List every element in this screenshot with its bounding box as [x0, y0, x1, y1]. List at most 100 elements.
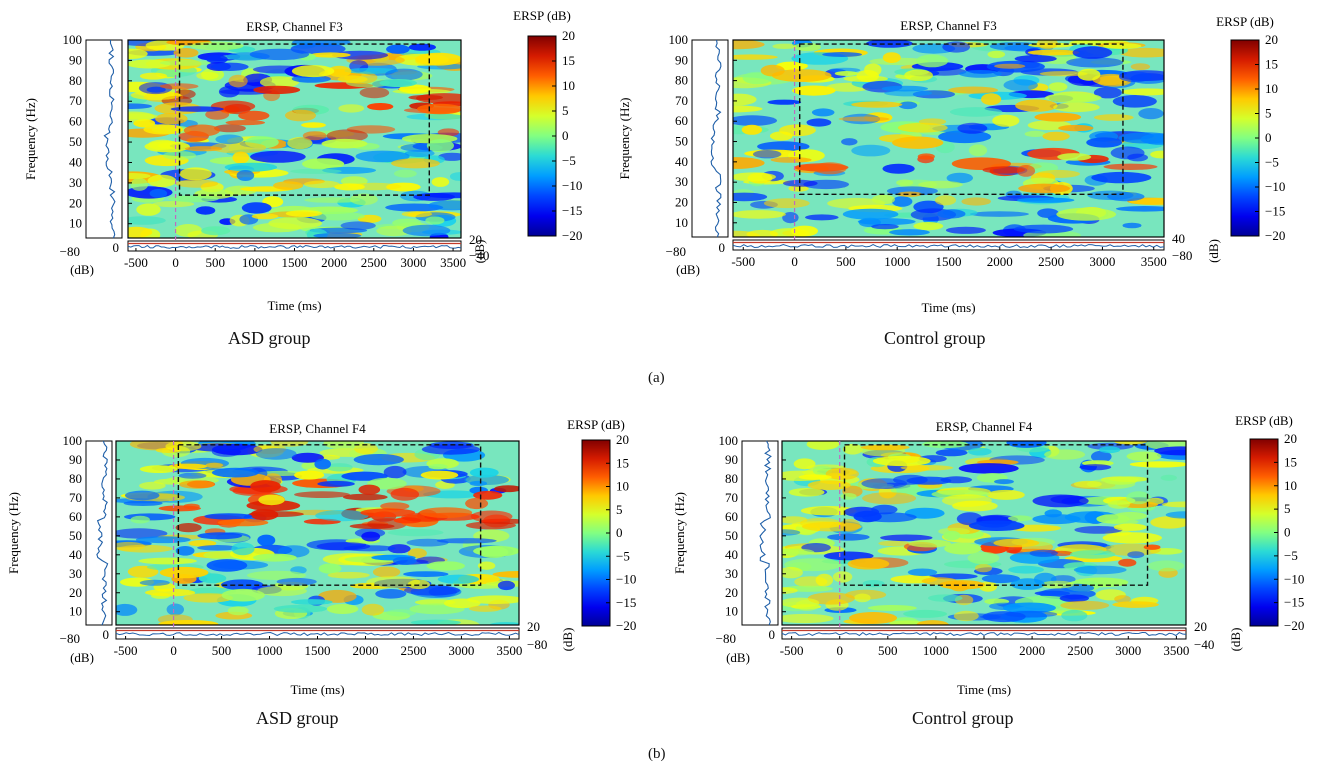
spectrogram-blob [1036, 169, 1080, 178]
spectrogram-blob [349, 523, 395, 529]
colorbar-tick-label: −10 [1284, 571, 1304, 586]
spectrogram-blob [183, 124, 220, 137]
spectrogram-blob [733, 172, 776, 182]
spectrogram-blob [823, 551, 874, 561]
y-axis-label: Frequency (Hz) [672, 492, 687, 574]
spectrogram-blob [197, 532, 243, 540]
colorbar-tick-label: 20 [1284, 431, 1297, 446]
spectrogram-blob [428, 200, 461, 211]
spectrogram-blob [489, 622, 519, 625]
x-tick-label: 500 [878, 643, 898, 658]
bottom-trace-blue [781, 631, 1187, 637]
x-tick-label: 2500 [1038, 254, 1064, 269]
spectrogram-blob [327, 65, 352, 77]
spectrogram-blob [340, 221, 376, 230]
group-caption-control-b: Control group [912, 708, 1014, 728]
spectrogram-blob [1138, 108, 1164, 120]
bottom-trace-unit: (dB) [472, 240, 487, 264]
spectrogram-blob [116, 528, 168, 539]
spectrogram-blob [417, 103, 461, 115]
spectrogram-blob [386, 609, 416, 617]
spectrogram-blob [800, 506, 857, 516]
spectrogram-blob [1122, 222, 1142, 229]
colorbar-tick-label: −10 [616, 572, 636, 587]
side-trace-tick-label: 0 [719, 240, 726, 255]
spectrogram-blob [782, 529, 801, 536]
spectrogram-blob [1061, 609, 1088, 622]
spectrogram-blob [466, 595, 519, 604]
spectrogram-blob [1113, 523, 1147, 531]
spectrogram-blob [407, 579, 430, 590]
spectrogram-blob [361, 531, 381, 542]
x-tick-label: -500 [114, 643, 138, 658]
spectrogram-blob [881, 85, 928, 92]
spectrogram-blob [986, 489, 1025, 500]
y-tick-label: 30 [675, 174, 688, 189]
spectrogram-blob [1160, 474, 1178, 481]
spectrogram-blob [982, 166, 1025, 174]
spectrogram-blob [304, 197, 361, 203]
spectrogram-blob [392, 218, 422, 228]
spectrogram-blob [287, 137, 313, 150]
spectrogram-blob [793, 458, 816, 470]
side-power-trace-box [691, 39, 729, 238]
spectrogram-blob [1091, 171, 1152, 184]
spectrogram-blob [144, 140, 190, 153]
spectrogram-blob [338, 104, 365, 113]
spectrogram-blob [782, 179, 818, 187]
y-tick-label: 50 [69, 528, 82, 543]
y-tick-label: 80 [725, 471, 738, 486]
y-tick-label: 60 [69, 509, 82, 524]
y-tick-label: 30 [69, 566, 82, 581]
spectrogram-blob [130, 90, 181, 101]
spectrogram-blob [1058, 124, 1094, 132]
spectrogram-blob [175, 523, 202, 533]
x-axis-label: Time (ms) [290, 682, 344, 697]
spectrogram-heatmap [733, 40, 1164, 237]
spectrogram-blob [1103, 163, 1158, 170]
plot-frame [732, 39, 1165, 238]
x-tick-label: 2000 [321, 255, 347, 270]
x-tick-label: 3500 [496, 643, 522, 658]
spectrogram-blob [128, 226, 153, 238]
spectrogram-blob [408, 94, 444, 101]
spectrogram-blob [782, 597, 820, 608]
spectrogram-blob [813, 162, 847, 175]
spectrogram-blob [406, 113, 461, 121]
spectrogram-blob [391, 158, 440, 169]
x-tick-label: 1000 [884, 254, 910, 269]
spectrogram-blob [387, 544, 411, 554]
spectrogram-blob [497, 580, 515, 591]
spectrogram-blob [426, 561, 466, 571]
spectrogram-blob [949, 581, 970, 592]
spectrogram-blob [310, 211, 365, 221]
spectrogram-blob [880, 534, 933, 542]
spectrogram-blob [198, 573, 227, 584]
spectrogram-blob [149, 188, 168, 198]
spectrogram-blob [1150, 516, 1186, 529]
spectrogram-blob [1016, 165, 1036, 177]
y-tick-label: 40 [725, 547, 738, 562]
y-tick-label: 100 [63, 433, 83, 448]
spectrogram-blob [916, 620, 949, 625]
colorbar-tick-label: 20 [1265, 32, 1278, 47]
spectrogram-blob [276, 577, 317, 586]
spectrogram-blob [908, 539, 951, 548]
spectrogram-blob [436, 538, 497, 544]
side-trace-tick-label: −80 [666, 244, 686, 259]
spectrogram-blob [1126, 451, 1162, 462]
colorbar-tick-label: −15 [616, 595, 636, 610]
spectrogram-blob [139, 481, 166, 490]
spectrogram-blob [860, 444, 910, 451]
spectrogram-blob [1016, 197, 1075, 203]
spectrogram-blob [853, 510, 882, 523]
side-trace-unit: (dB) [676, 262, 700, 277]
x-tick-label: 1500 [305, 643, 331, 658]
spectrogram-blob [1008, 515, 1032, 522]
spectrogram-blob [1073, 480, 1102, 488]
spectrogram-blob [183, 503, 200, 510]
spectrogram-blob [492, 571, 519, 578]
spectrogram-blob [1091, 450, 1112, 463]
spectrogram-blob [294, 470, 325, 480]
